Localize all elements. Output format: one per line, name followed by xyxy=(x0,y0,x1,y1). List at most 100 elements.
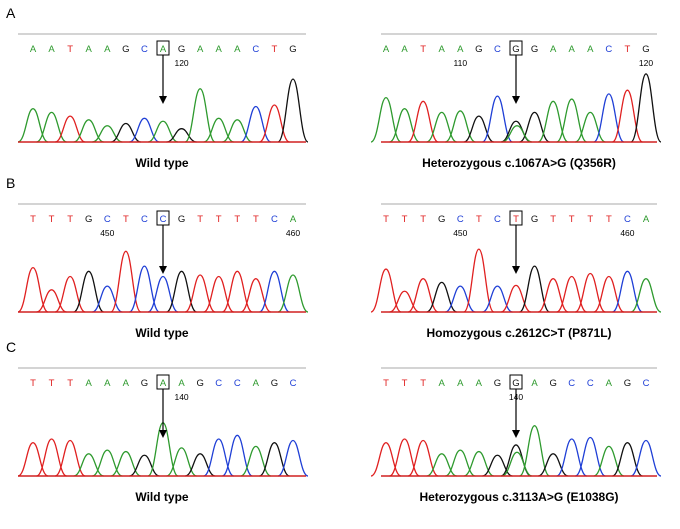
base-call: T xyxy=(67,214,73,225)
base-call: C xyxy=(494,44,501,55)
chromatogram-peak xyxy=(445,285,476,313)
chromatogram-peak xyxy=(389,438,420,477)
chromatogram-peak xyxy=(203,275,235,313)
base-call: G xyxy=(289,44,296,55)
chromatogram-peak xyxy=(184,274,216,313)
chromatogram-peak xyxy=(110,122,142,143)
base-call: T xyxy=(67,378,73,389)
chromatogram-peak xyxy=(184,88,216,143)
base-call: A xyxy=(160,378,167,389)
base-call: T xyxy=(383,214,389,225)
chromatogram-peak xyxy=(445,110,476,143)
chromatogram-peak xyxy=(110,450,142,477)
chromatogram-peak xyxy=(537,100,569,143)
chromatogram-peak xyxy=(36,438,67,477)
base-call: A xyxy=(253,378,260,389)
base-call: A xyxy=(30,44,37,55)
chromatogram-peak xyxy=(630,439,662,477)
position-label: 140 xyxy=(174,392,188,402)
base-call: G xyxy=(141,378,148,389)
base-call: C xyxy=(252,44,259,55)
base-call: T xyxy=(476,214,482,225)
base-call: G xyxy=(122,44,129,55)
base-call: T xyxy=(67,44,73,55)
base-call: A xyxy=(457,378,464,389)
chromatogram-peak xyxy=(92,285,123,313)
base-call: T xyxy=(30,378,36,389)
base-call: A xyxy=(439,44,446,55)
chromatogram-peak xyxy=(575,111,606,143)
chromatogram-peak xyxy=(54,275,86,313)
chromatogram-peak xyxy=(277,274,309,313)
mutation-arrow-head xyxy=(512,430,520,438)
base-call: T xyxy=(30,214,36,225)
base-call: G xyxy=(642,44,649,55)
chromatogram-peak xyxy=(500,284,532,313)
base-call: T xyxy=(253,214,259,225)
base-call: C xyxy=(215,378,222,389)
base-call: A xyxy=(587,44,594,55)
base-call: C xyxy=(234,378,241,389)
base-call: T xyxy=(216,214,222,225)
base-call: A xyxy=(104,378,111,389)
position-label: 450 xyxy=(453,228,467,238)
base-call: C xyxy=(605,44,612,55)
base-call: C xyxy=(141,44,148,55)
chromatogram-peak xyxy=(166,128,197,143)
chromatogram-peak xyxy=(277,439,309,477)
chromatogram-peak xyxy=(92,449,123,477)
chromatogram-peak xyxy=(184,453,216,477)
base-call: A xyxy=(606,378,613,389)
trace-caption: Wild type xyxy=(135,326,189,340)
chromatogram-peak xyxy=(630,73,662,143)
panel-letter: C xyxy=(6,339,16,355)
trace-right: T T T G C T C T G T T T T C A 450 460 Homozygous c.2612C>… xyxy=(370,203,662,340)
chromatogram-peak xyxy=(73,453,104,477)
chromatogram-peak xyxy=(110,250,142,313)
mutation-arrow-head xyxy=(159,96,167,104)
trace-caption: Heterozygous c.1067A>G (Q356R) xyxy=(422,156,616,170)
base-call: A xyxy=(197,44,204,55)
chromatogram-peak xyxy=(92,125,123,143)
base-call: T xyxy=(420,378,426,389)
base-call: C xyxy=(624,214,631,225)
secondary-peak xyxy=(501,451,533,477)
base-call: G xyxy=(531,44,538,55)
chromatogram-peak xyxy=(259,270,290,313)
position-label: 110 xyxy=(454,58,468,68)
base-call: T xyxy=(513,214,519,225)
base-call: G xyxy=(475,44,482,55)
chromatogram-peak xyxy=(481,95,514,143)
mutation-arrow-head xyxy=(512,266,520,274)
base-call: A xyxy=(476,378,483,389)
base-call: A xyxy=(290,214,297,225)
base-call: A xyxy=(550,44,557,55)
base-call: A xyxy=(401,44,408,55)
chromatogram-peak xyxy=(240,278,272,313)
base-call: G xyxy=(85,214,92,225)
base-call: C xyxy=(494,214,501,225)
trace-caption: Wild type xyxy=(135,156,189,170)
chromatogram-peak xyxy=(445,449,476,477)
mutation-arrow-head xyxy=(159,266,167,274)
base-call: T xyxy=(383,378,389,389)
chromatogram-peak xyxy=(17,442,49,477)
chromatogram-peak xyxy=(370,96,402,143)
base-call: C xyxy=(457,214,464,225)
chromatogram-peak xyxy=(259,104,290,143)
chromatogram-peak xyxy=(277,78,309,143)
chromatogram-peak xyxy=(17,108,49,143)
chromatogram-peak xyxy=(630,278,662,313)
base-call: T xyxy=(420,44,426,55)
base-call: A xyxy=(457,44,464,55)
base-call: C xyxy=(587,378,594,389)
chromatogram-peak xyxy=(166,270,197,313)
base-call: C xyxy=(271,214,278,225)
chromatogram-peak xyxy=(147,275,179,313)
panel-letter: B xyxy=(6,175,15,191)
